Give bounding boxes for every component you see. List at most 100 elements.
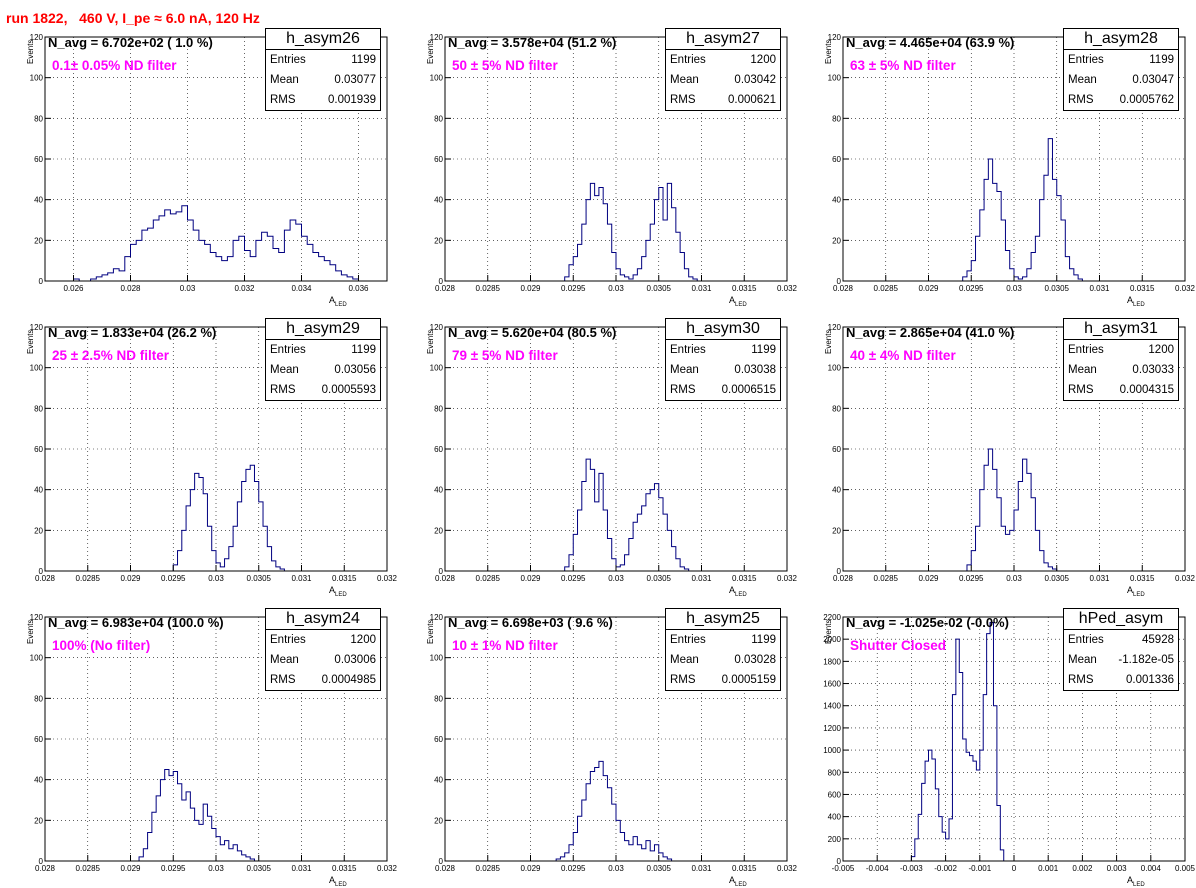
y-tick-label: 0 bbox=[837, 857, 842, 866]
filter-annotation: 0.1± 0.05% ND filter bbox=[52, 58, 177, 73]
y-tick-label: 20 bbox=[34, 526, 43, 535]
x-tick-label: 0.031 bbox=[691, 284, 712, 293]
y-tick-label: 80 bbox=[434, 404, 443, 413]
x-tick-label: -0.001 bbox=[968, 864, 991, 873]
x-tick-label: 0.0285 bbox=[476, 864, 501, 873]
x-tick-label: 0.03 bbox=[180, 284, 196, 293]
y-axis-label: Events bbox=[824, 619, 833, 644]
stats-row-rms: RMS 0.000621 bbox=[666, 90, 780, 110]
stats-value: 1199 bbox=[351, 54, 376, 66]
y-tick-label: 0 bbox=[39, 567, 44, 576]
y-tick-label: 100 bbox=[430, 364, 444, 373]
y-tick-label: 40 bbox=[34, 776, 43, 785]
y-axis-label: Events bbox=[824, 329, 833, 354]
y-tick-label: 20 bbox=[832, 236, 841, 245]
x-tick-label: 0.029 bbox=[120, 574, 141, 583]
x-tick-label: 0.0295 bbox=[959, 574, 984, 583]
y-axis-label: Events bbox=[426, 39, 435, 64]
histogram-panel: 0.028 0.0285 0.029 0.0295 0.03 0.0305 0.031 0.0… bbox=[400, 608, 798, 888]
x-tick-label: 0.0315 bbox=[732, 284, 757, 293]
x-tick-label: 0.0285 bbox=[874, 284, 899, 293]
y-tick-label: 200 bbox=[828, 835, 842, 844]
x-tick-label: 0.031 bbox=[691, 574, 712, 583]
x-tick-label: -0.004 bbox=[866, 864, 889, 873]
stats-value: 0.0004315 bbox=[1119, 384, 1174, 396]
x-axis-label: ALED bbox=[329, 295, 347, 308]
x-tick-label: 0.029 bbox=[520, 284, 541, 293]
run-title: run 1822, 460 V, I_pe ≈ 6.0 nA, 120 Hz bbox=[6, 10, 260, 26]
y-tick-label: 1400 bbox=[823, 702, 841, 711]
stats-label: RMS bbox=[270, 94, 296, 106]
x-tick-label: 0.028 bbox=[833, 284, 854, 293]
stats-label: Entries bbox=[1068, 344, 1104, 356]
stats-label: Mean bbox=[1068, 74, 1097, 86]
stats-value: 0.03056 bbox=[334, 364, 376, 376]
x-tick-label: 0.031 bbox=[1089, 574, 1110, 583]
x-tick-label: 0.03 bbox=[1006, 284, 1022, 293]
y-tick-label: 100 bbox=[30, 654, 44, 663]
y-tick-label: 800 bbox=[828, 768, 842, 777]
x-tick-label: 0 bbox=[1012, 864, 1017, 873]
x-tick-label: 0.0305 bbox=[647, 864, 672, 873]
stats-row-entries: Entries 1199 bbox=[266, 340, 380, 360]
y-tick-label: 60 bbox=[832, 445, 841, 454]
stats-value: 0.0004985 bbox=[321, 674, 376, 686]
y-tick-label: 1800 bbox=[823, 657, 841, 666]
x-tick-label: 0.03 bbox=[608, 864, 624, 873]
stats-box: h_asym27 Entries 1200 Mean 0.03042 RMS 0.00062… bbox=[665, 28, 781, 111]
stats-label: Mean bbox=[670, 654, 699, 666]
y-tick-label: 40 bbox=[434, 776, 443, 785]
stats-row-entries: Entries 1199 bbox=[266, 50, 380, 70]
stats-value: 1200 bbox=[350, 634, 376, 646]
stats-label: Mean bbox=[1068, 364, 1097, 376]
filter-annotation: 10 ± 1% ND filter bbox=[452, 638, 558, 653]
filter-annotation: 40 ± 4% ND filter bbox=[850, 348, 956, 363]
x-tick-label: 0.005 bbox=[1175, 864, 1196, 873]
stats-value: 0.03006 bbox=[334, 654, 376, 666]
filter-annotation: 25 ± 2.5% ND filter bbox=[52, 348, 169, 363]
stats-row-rms: RMS 0.0004985 bbox=[266, 670, 380, 690]
y-tick-label: 40 bbox=[434, 486, 443, 495]
x-tick-label: 0.031 bbox=[1089, 284, 1110, 293]
histogram-plot: 0.028 0.0285 0.029 0.0295 0.03 0.0305 0.031 0.0… bbox=[828, 33, 1196, 293]
x-tick-label: 0.028 bbox=[435, 574, 456, 583]
x-axis-label: ALED bbox=[729, 585, 747, 598]
stats-row-rms: RMS 0.001336 bbox=[1064, 670, 1178, 690]
stats-row-entries: Entries 1200 bbox=[1064, 340, 1178, 360]
x-tick-label: 0.0285 bbox=[476, 574, 501, 583]
x-tick-label: 0.028 bbox=[35, 864, 56, 873]
stats-row-entries: Entries 1200 bbox=[666, 50, 780, 70]
stats-value: 0.03047 bbox=[1132, 74, 1174, 86]
stats-row-mean: Mean 0.03006 bbox=[266, 650, 380, 670]
x-tick-label: 0.026 bbox=[63, 284, 84, 293]
y-tick-label: 0 bbox=[39, 857, 44, 866]
x-tick-label: 0.0305 bbox=[247, 574, 272, 583]
y-tick-label: 20 bbox=[434, 236, 443, 245]
y-tick-label: 1200 bbox=[823, 724, 841, 733]
stats-row-mean: Mean 0.03033 bbox=[1064, 360, 1178, 380]
x-tick-label: -0.002 bbox=[934, 864, 957, 873]
stats-value: 0.000621 bbox=[728, 94, 776, 106]
stats-label: Mean bbox=[270, 654, 299, 666]
filter-annotation: 50 ± 5% ND filter bbox=[452, 58, 558, 73]
y-tick-label: 80 bbox=[34, 114, 43, 123]
y-tick-label: 80 bbox=[434, 114, 443, 123]
y-tick-label: 20 bbox=[434, 526, 443, 535]
y-tick-label: 80 bbox=[434, 694, 443, 703]
y-tick-label: 40 bbox=[434, 196, 443, 205]
y-tick-label: 0 bbox=[439, 857, 444, 866]
x-tick-label: 0.036 bbox=[348, 284, 369, 293]
stats-box: h_asym30 Entries 1199 Mean 0.03038 RMS 0.00065… bbox=[665, 318, 781, 401]
filter-annotation: 63 ± 5% ND filter bbox=[850, 58, 956, 73]
x-tick-label: 0.032 bbox=[377, 864, 398, 873]
stats-row-mean: Mean 0.03077 bbox=[266, 70, 380, 90]
y-tick-label: 20 bbox=[832, 526, 841, 535]
y-tick-label: 400 bbox=[828, 813, 842, 822]
stats-value: 0.03042 bbox=[734, 74, 776, 86]
stats-row-mean: Mean 0.03042 bbox=[666, 70, 780, 90]
stats-value: 1199 bbox=[751, 344, 776, 356]
x-tick-label: 0.032 bbox=[1175, 284, 1196, 293]
stats-row-entries: Entries 1199 bbox=[666, 340, 780, 360]
y-axis-label: Events bbox=[26, 329, 35, 354]
stats-row-rms: RMS 0.001939 bbox=[266, 90, 380, 110]
